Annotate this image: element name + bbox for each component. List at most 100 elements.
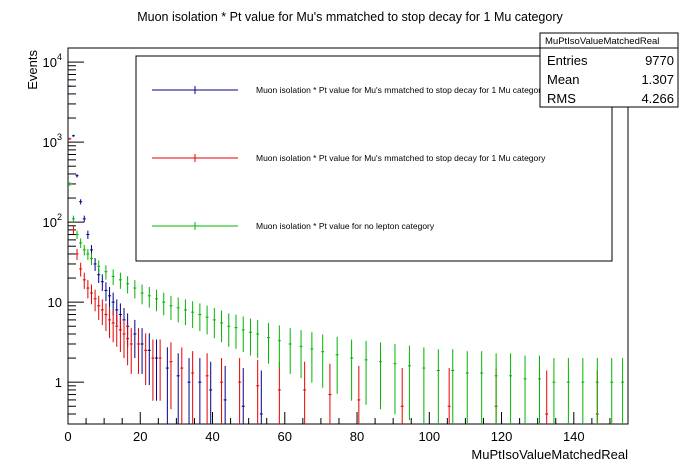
data-point [227,313,231,347]
x-tick-label: 100 [418,429,440,444]
data-point [241,316,245,353]
data-point [151,339,155,401]
data-point [400,368,404,424]
data-point [147,286,151,308]
data-point [248,318,252,356]
data-point [100,274,104,292]
data-series [68,181,625,424]
data-point [303,361,307,424]
data-point [108,307,112,339]
data-point [259,370,263,424]
legend-entry: Muon isolation * Pt value for Mu's mmatc… [152,85,546,95]
data-point [198,358,202,424]
stats-entries-value: 9770 [645,53,674,68]
data-point [93,258,97,271]
x-tick-label: 40 [205,429,219,444]
x-tick-label: 140 [563,429,585,444]
data-point [104,303,108,332]
data-point [581,358,585,424]
data-point [169,295,173,320]
data-point [71,215,75,223]
data-point [451,349,455,424]
data-point [136,328,140,374]
data-point [68,85,72,87]
legend: Muon isolation * Pt value for Mu's mmatc… [135,55,613,262]
data-point [68,137,72,140]
data-point [176,353,180,424]
data-point [566,358,570,424]
data-point [140,328,144,374]
legend-label: Muon isolation * Pt value for no lepton … [256,221,435,231]
x-tick-label: 0 [64,429,71,444]
data-point [310,332,314,383]
series-layer [68,85,625,424]
data-point [75,230,79,239]
y-tick-label: 103 [43,132,62,150]
data-point [447,368,451,424]
data-point [267,322,271,364]
x-axis-label: MuPtIsoValueMatchedReal [471,447,628,462]
y-axis-label: Events [25,50,40,90]
data-point [299,330,303,379]
data-point [393,343,397,415]
data-point [118,316,122,353]
data-point [595,358,599,424]
data-point [537,355,541,424]
data-point [183,299,187,326]
data-point [122,319,126,359]
data-point [328,363,332,424]
data-point [75,173,79,178]
chart-title: Muon isolation * Pt value for Mu's mmatc… [137,10,563,24]
data-point [126,323,130,366]
legend-entry: Muon isolation * Pt value for no lepton … [152,221,435,231]
data-point [86,230,90,239]
y-axis: 1 10 102 103 104 [43,52,84,425]
data-point [238,358,242,424]
data-point [256,319,260,359]
data-point [155,289,159,312]
data-point [220,358,224,424]
data-point [234,314,238,349]
y-tick-label: 10 [48,295,62,310]
data-point [79,199,83,205]
data-point [187,358,191,424]
data-point [350,339,354,401]
data-point [86,248,90,260]
data-point [523,355,527,424]
stats-box-title: MuPtIsoValueMatchedReal [545,36,659,47]
data-point [422,347,426,424]
data-point [335,336,339,394]
data-point [86,280,90,299]
data-point [82,245,86,256]
data-point [75,248,79,260]
data-point [205,305,209,335]
data-point [212,307,216,339]
data-point [118,272,122,289]
data-point [165,347,169,424]
stats-mean-label: Mean [547,72,580,87]
y-tick-label: 104 [43,52,62,70]
data-point [158,339,162,401]
data-point [71,134,75,137]
data-point [97,260,101,274]
data-point [198,303,202,332]
data-point [220,310,224,343]
data-point [465,351,469,424]
data-point [205,353,209,424]
plot-frame [67,47,629,425]
data-point [108,286,112,308]
y-tick-label: 102 [43,212,62,230]
data-point [480,351,484,424]
data-point [71,226,75,235]
data-point [241,368,245,424]
data-series [68,85,263,424]
data-point [436,349,440,424]
data-point [407,345,411,421]
data-point [133,280,137,299]
data-point [144,333,148,386]
data-point [256,359,260,424]
data-point [357,365,361,424]
data-point [277,361,281,424]
data-point [277,325,281,369]
